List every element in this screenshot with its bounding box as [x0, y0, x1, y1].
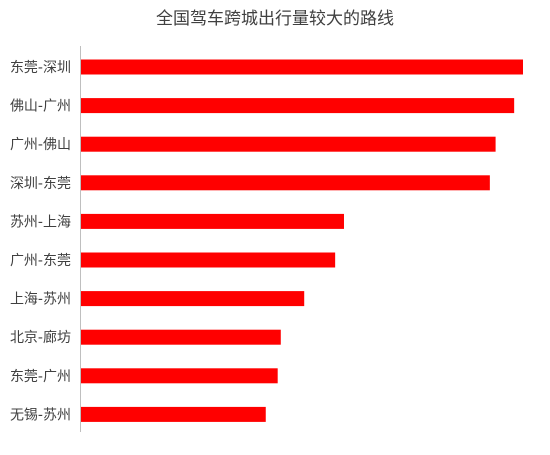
- category-label-5: 苏州-上海: [10, 214, 71, 230]
- category-label-8: 北京-廊坊: [10, 329, 71, 346]
- category-label-4: 深圳-东莞: [10, 176, 71, 192]
- bar-7: [81, 291, 305, 307]
- bar-8: [81, 329, 281, 345]
- bar-2: [81, 98, 515, 114]
- category-label-10: 无锡-苏州: [10, 407, 71, 423]
- bar-6: [81, 252, 336, 268]
- category-label-7: 上海-苏州: [10, 292, 71, 308]
- bar-3: [81, 136, 496, 152]
- bar-5: [81, 213, 344, 229]
- bar-1: [81, 59, 523, 75]
- bar-4: [81, 175, 490, 191]
- category-label-3: 广州-佛山: [10, 137, 71, 153]
- bar-10: [81, 406, 266, 422]
- category-label-2: 佛山-广州: [10, 99, 71, 115]
- category-label-6: 广州-东莞: [10, 253, 71, 269]
- bar-9: [81, 368, 278, 384]
- category-label-1: 东莞-深圳: [10, 60, 71, 76]
- bars-layer: [81, 59, 523, 422]
- category-labels: 东莞-深圳佛山-广州广州-佛山深圳-东莞苏州-上海广州-东莞上海-苏州北京-廊坊…: [10, 60, 71, 423]
- chart-title: 全国驾车跨城出行量较大的路线: [156, 9, 394, 29]
- category-label-9: 东莞-广州: [10, 369, 71, 385]
